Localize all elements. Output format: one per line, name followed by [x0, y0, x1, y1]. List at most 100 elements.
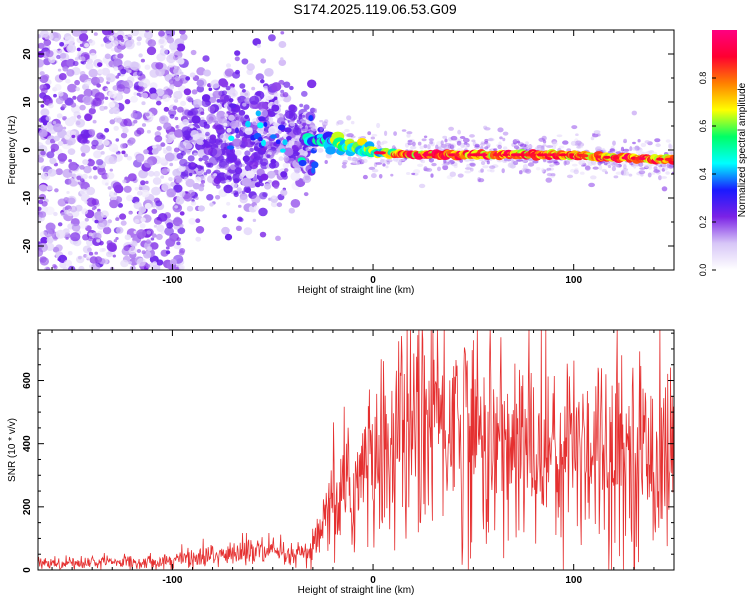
spectrogram-blob — [188, 172, 193, 177]
spectrogram-blob — [176, 237, 181, 242]
spectrogram-blob — [79, 188, 88, 196]
spectrogram-halo — [668, 144, 673, 150]
spectrogram-blob — [273, 184, 279, 190]
spectrogram-blob — [235, 133, 241, 139]
spectrogram-blob — [169, 85, 175, 90]
spectrogram-blob — [51, 32, 62, 42]
spectrogram-halo — [466, 163, 471, 168]
spectrogram-blob — [120, 143, 127, 149]
spectrogram-blob — [108, 101, 116, 108]
spectrogram-halo — [668, 164, 674, 169]
spectrogram-blob — [173, 90, 183, 100]
spectrogram-blob — [92, 119, 97, 124]
spectrogram-blob — [164, 226, 175, 236]
snr-series-line — [38, 330, 674, 570]
spectrogram-halo — [665, 139, 671, 143]
spectrogram-blob — [100, 210, 109, 218]
spectrogram-halo — [419, 145, 425, 150]
spectrogram-blob — [245, 170, 255, 179]
spectrogram-blob — [302, 175, 312, 184]
spectrogram-blob — [80, 71, 86, 76]
spectrogram-blob — [133, 230, 138, 234]
spectrogram-blob — [140, 217, 146, 223]
spectrogram-blob — [38, 42, 45, 49]
spectrogram-halo — [337, 120, 344, 125]
spectrogram-blob — [110, 194, 117, 201]
spectrogram-blob — [88, 175, 93, 179]
spectrogram-blob — [143, 159, 154, 168]
spectrogram-blob — [178, 264, 185, 270]
spectrogram-blob — [241, 163, 246, 167]
spectrogram-halo — [486, 142, 491, 147]
spectrogram-blob — [82, 234, 90, 241]
spectrogram-blob — [123, 60, 133, 68]
spectrogram-blob — [65, 236, 69, 240]
spectrogram-blob — [40, 173, 48, 180]
spectrogram-blob — [129, 265, 136, 270]
spectrogram-blob — [38, 206, 42, 211]
spectrogram-halo — [344, 128, 350, 133]
spectrogram-blob — [269, 128, 276, 134]
spectrogram-blob — [198, 186, 204, 192]
spectrogram-blob — [123, 245, 130, 251]
spectrogram-blob — [155, 200, 163, 207]
spectrogram-blob — [56, 54, 61, 60]
spectrogram-blob — [123, 185, 132, 193]
spectrogram-halo — [527, 162, 535, 167]
spectrogram-halo — [612, 140, 616, 146]
spectrogram-blob — [48, 103, 54, 109]
y-tick-label: 0 — [22, 567, 33, 573]
spectrogram-halo — [653, 166, 658, 171]
spectrogram-blob — [274, 114, 280, 119]
y-tick-label: 20 — [22, 48, 33, 60]
spectrogram-halo — [423, 135, 428, 139]
spectrogram-blob — [177, 85, 186, 93]
spectrogram-blob — [172, 217, 183, 227]
spectrogram-blob — [283, 156, 290, 162]
spectrogram-blob — [62, 116, 67, 121]
spectrogram-halo — [658, 175, 662, 181]
spectrogram-blob — [232, 138, 242, 147]
spectrogram-blob — [113, 184, 124, 194]
spectrogram-blob — [155, 62, 164, 70]
spectrogram-peak — [569, 153, 575, 157]
y-tick-label: 0 — [22, 147, 33, 153]
spectrogram-blob — [80, 144, 91, 154]
spectrogram-blob — [38, 129, 48, 138]
spectrogram-blob — [97, 208, 101, 212]
spectrogram-blob — [249, 95, 260, 105]
spectrogram-marks — [38, 30, 674, 270]
spectrogram-blob — [190, 200, 197, 206]
spectrogram-blob — [266, 170, 276, 179]
spectrogram-blob — [172, 105, 178, 111]
spectrogram-blob — [190, 49, 197, 56]
spectrogram-halo — [519, 170, 523, 175]
spectrogram-blob — [109, 119, 116, 125]
spectrogram-blob — [263, 122, 268, 127]
spectrogram-blob — [206, 163, 211, 168]
spectrogram-halo — [558, 145, 565, 149]
spectrogram-blob — [38, 211, 47, 218]
spectrogram-blob — [282, 92, 289, 98]
spectrogram-peak — [427, 153, 433, 157]
spectrogram-blob — [226, 63, 231, 68]
spectrogram-blob — [260, 79, 265, 84]
spectrogram-blob — [57, 91, 64, 97]
spectrogram-blob — [66, 58, 76, 67]
spectrogram-blob — [55, 244, 63, 252]
spectrogram-blob — [109, 168, 114, 172]
spectrogram-halo — [640, 142, 647, 148]
spectrogram-halo — [464, 159, 470, 162]
spectrogram-halo — [634, 145, 640, 150]
spectrogram-halo — [441, 163, 449, 166]
spectrogram-halo — [484, 146, 489, 150]
spectrogram-blob — [130, 112, 138, 119]
spectrogram-blob — [270, 134, 277, 139]
y-tick-label: 400 — [22, 435, 33, 452]
spectrogram-blob — [226, 175, 232, 180]
spectrogram-halo — [670, 151, 674, 155]
spectrogram-halo — [421, 138, 427, 142]
spectrogram-peak — [639, 156, 646, 161]
spectrogram-blob — [257, 101, 268, 111]
spectrogram-blob — [168, 108, 177, 117]
